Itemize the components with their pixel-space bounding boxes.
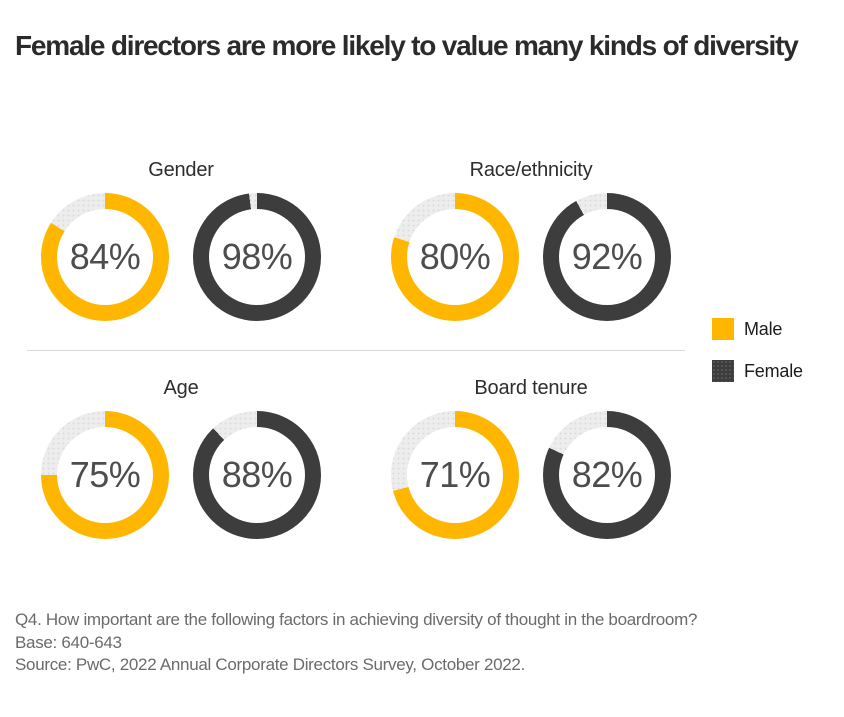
donut-chart-race-ethnicity-male: 80% [391,193,519,321]
footnote-question: Q4. How important are the following fact… [15,610,698,629]
legend-label-male: Male [744,318,783,339]
row-divider [27,350,685,351]
male-color-swatch [712,318,734,340]
donut-chart-gender-female: 98% [193,193,321,321]
legend-item-female: Female [712,360,803,382]
group-title-age: Age [163,377,199,399]
chart-group-age: Age 75% 88% [41,377,321,539]
group-title-gender: Gender [148,159,214,181]
donut-chart-age-female: 88% [193,411,321,539]
footnote-source: Source: PwC, 2022 Annual Corporate Direc… [15,655,525,674]
legend-label-female: Female [744,360,803,381]
donut-value: 80% [419,236,491,277]
donut-chart-age-male: 75% [41,411,169,539]
donut-pair-age: 75% 88% [41,411,321,539]
chart-group-race-ethnicity: Race/ethnicity 80% 92% [391,159,671,321]
female-color-swatch [712,360,734,382]
group-title-race-ethnicity: Race/ethnicity [469,159,593,181]
footnote-base: Base: 640-643 [15,632,122,652]
footnote-block: Q4. How important are the following fact… [15,609,697,677]
chart-group-board-tenure: Board tenure 71% 82% [391,377,671,539]
donut-pair-gender: 84% 98% [41,193,321,321]
group-title-board-tenure: Board tenure [474,377,588,399]
donut-chart-race-ethnicity-female: 92% [543,193,671,321]
donut-chart-board-tenure-female: 82% [543,411,671,539]
chart-group-gender: Gender 84% 98% [41,159,321,321]
donut-value: 71% [419,454,491,495]
legend: Male Female [712,318,803,402]
donut-value: 98% [221,236,293,277]
donut-chart-gender-male: 84% [41,193,169,321]
donut-chart-board-tenure-male: 71% [391,411,519,539]
donut-value: 82% [571,454,643,495]
donut-value: 92% [571,236,643,277]
donut-value: 75% [69,454,141,495]
page-title: Female directors are more likely to valu… [15,29,799,61]
donut-value: 88% [221,454,293,495]
legend-item-male: Male [712,318,803,340]
donut-pair-race-ethnicity: 80% 92% [391,193,671,321]
donut-pair-board-tenure: 71% 82% [391,411,671,539]
donut-value: 84% [69,236,141,277]
